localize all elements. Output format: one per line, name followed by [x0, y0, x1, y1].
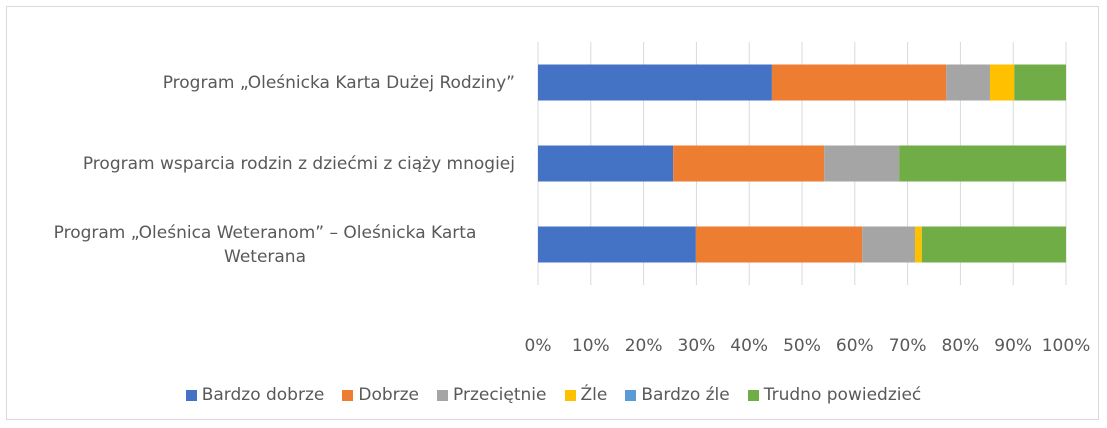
legend-label: Bardzo źle: [641, 385, 730, 405]
legend-item: Bardzo dobrze: [185, 385, 325, 405]
legend-swatch: [342, 389, 354, 401]
chart-border: [6, 6, 1099, 420]
legend: Bardzo dobrze Dobrze Przeciętnie Źle Bardzo …: [0, 385, 1107, 405]
legend-label: Źle: [580, 385, 608, 405]
legend-item: Dobrze: [342, 385, 419, 405]
bar-segment: [538, 145, 674, 182]
x-tick-label: 90%: [994, 336, 1032, 356]
legend-item: Źle: [564, 385, 608, 405]
legend-item: Bardzo źle: [625, 385, 730, 405]
bar-segment: [946, 64, 990, 101]
x-tick-label: 10%: [572, 336, 610, 356]
x-tick-label: 30%: [678, 336, 716, 356]
bar-segment: [862, 226, 915, 263]
legend-swatch: [747, 389, 759, 401]
legend-item: Przeciętnie: [437, 385, 547, 405]
x-tick-label: 100%: [1042, 336, 1091, 356]
y-tick-label: Program „Oleśnica Weteranom” – Oleśnicka…: [15, 221, 515, 269]
x-tick-label: 0%: [525, 336, 552, 356]
legend-item: Trudno powiedzieć: [747, 385, 922, 405]
legend-swatch: [185, 389, 197, 401]
legend-swatch: [437, 389, 449, 401]
bar-segment: [538, 64, 772, 101]
bar-segment: [921, 226, 1066, 263]
x-tick-label: 80%: [942, 336, 980, 356]
legend-swatch: [625, 389, 637, 401]
y-tick-label-text: Program „Oleśnicka Karta Dużej Rodziny”: [162, 72, 515, 93]
y-tick-label: Program „Oleśnicka Karta Dużej Rodziny”: [15, 71, 515, 95]
y-tick-label: Program wsparcia rodzin z dziećmi z ciąż…: [15, 152, 515, 176]
bar-segment: [824, 145, 900, 182]
bar-segment: [989, 64, 1015, 101]
y-tick-label-text: Program wsparcia rodzin z dziećmi z ciąż…: [82, 153, 515, 174]
x-tick-label: 60%: [836, 336, 874, 356]
x-tick-label: 70%: [889, 336, 927, 356]
bar-segment: [673, 145, 825, 182]
legend-label: Dobrze: [358, 385, 420, 405]
y-tick-label-text: Program „Oleśnica Weteranom” – Oleśnicka…: [53, 222, 477, 267]
x-tick-label: 50%: [783, 336, 821, 356]
legend-label: Bardzo dobrze: [201, 385, 325, 405]
bar-segment: [1014, 64, 1066, 101]
bar-segment: [695, 226, 863, 263]
x-tick-label: 40%: [730, 336, 768, 356]
legend-swatch: [564, 389, 576, 401]
bar-segment: [914, 226, 922, 263]
legend-label: Trudno powiedzieć: [763, 385, 922, 405]
x-tick-label: 20%: [625, 336, 663, 356]
bar-segment: [538, 226, 696, 263]
legend-label: Przeciętnie: [453, 385, 547, 405]
bar-segment: [899, 145, 1066, 182]
bar-segment: [771, 64, 947, 101]
